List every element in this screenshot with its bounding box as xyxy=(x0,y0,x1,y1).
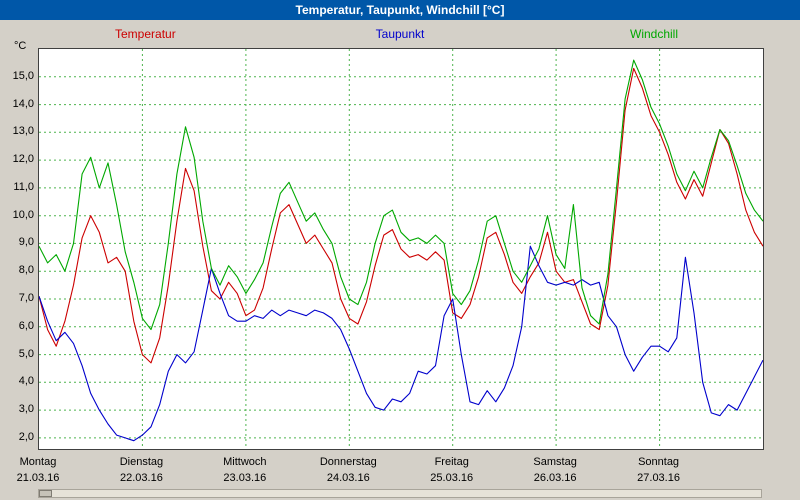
x-axis-day-date: 26.03.16 xyxy=(533,472,577,484)
x-axis-day-name: Montag xyxy=(19,456,57,468)
x-axis-day-name: Mittwoch xyxy=(223,456,267,468)
y-axis-label: 3,0 xyxy=(18,403,34,416)
x-axis-day-name: Freitag xyxy=(434,456,469,468)
y-axis-label: 4,0 xyxy=(18,375,34,388)
y-axis-label: 5,0 xyxy=(18,347,34,360)
y-axis-label: 12,0 xyxy=(12,153,34,166)
title-bar: Temperatur, Taupunkt, Windchill [°C] xyxy=(0,0,800,20)
series-windchill xyxy=(39,59,763,331)
x-axis-day-date: 25.03.16 xyxy=(430,472,474,484)
x-axis-day-date: 21.03.16 xyxy=(16,472,60,484)
chart-plot-area xyxy=(38,48,764,450)
x-axis-day-name: Sonntag xyxy=(638,456,680,468)
chart-scrollbar-thumb[interactable] xyxy=(39,490,52,497)
series-temperatur xyxy=(39,67,763,364)
y-axis-label: 7,0 xyxy=(18,292,34,304)
chart-scrollbar-track[interactable] xyxy=(38,489,762,498)
y-axis-label: 13,0 xyxy=(12,125,34,138)
y-axis-label: 10,0 xyxy=(12,208,34,221)
x-axis-day-name: Samstag xyxy=(533,456,577,468)
window-title: Temperatur, Taupunkt, Windchill [°C] xyxy=(295,3,505,17)
x-axis-day-name: Dienstag xyxy=(119,456,164,468)
y-axis-label: 15,0 xyxy=(12,69,34,82)
legend-taupunkt: Taupunkt xyxy=(375,27,425,41)
x-axis-day-date: 24.03.16 xyxy=(326,472,370,484)
y-axis-label: 9,0 xyxy=(18,236,34,249)
y-axis-label: 14,0 xyxy=(12,97,34,110)
y-axis-label: 2,0 xyxy=(18,430,34,443)
x-axis-day-name: Donnerstag xyxy=(319,456,377,468)
y-axis-unit: °C xyxy=(14,40,27,52)
legend-temperatur: Temperatur xyxy=(115,27,176,41)
y-axis-label: 8,0 xyxy=(18,264,34,277)
chart-plot-svg xyxy=(39,49,763,449)
x-axis-day-date: 23.03.16 xyxy=(223,472,267,484)
x-axis-day-date: 27.03.16 xyxy=(637,472,680,484)
series-taupunkt xyxy=(39,245,763,442)
legend-windchill: Windchill xyxy=(630,27,679,41)
y-axis-label: 6,0 xyxy=(18,319,34,332)
x-axis-day-date: 22.03.16 xyxy=(120,472,163,484)
y-axis-label: 11,0 xyxy=(13,180,34,193)
